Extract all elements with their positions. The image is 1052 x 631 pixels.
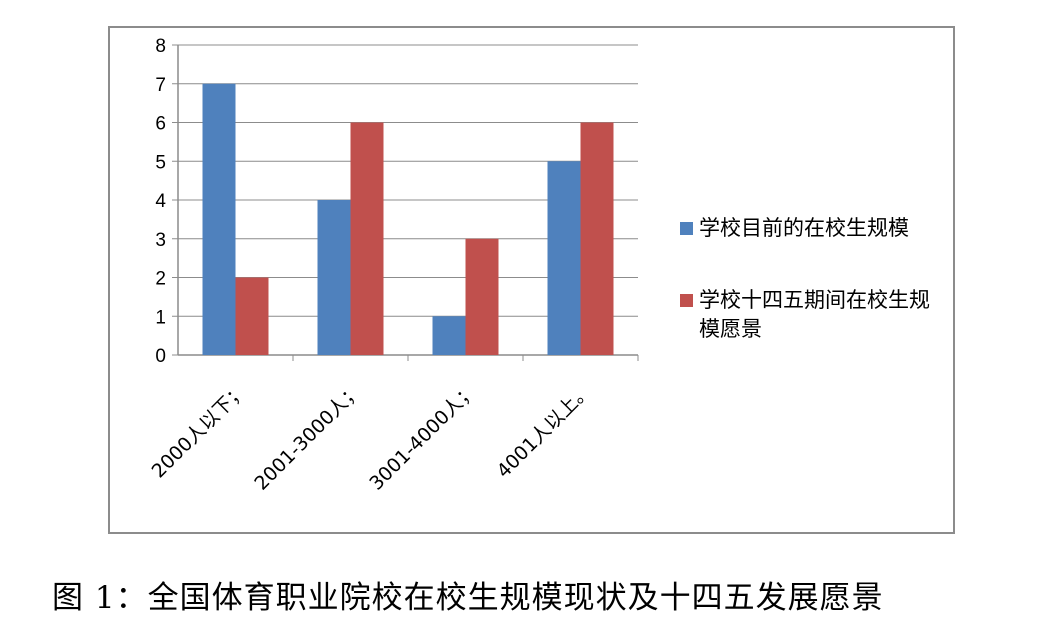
y-tick-label: 7 [155,75,166,96]
x-tick-label: 2001-3000人； [250,379,366,495]
bar [432,316,466,355]
legend-label-vision: 学校十四五期间在校生规模愿景 [699,288,930,341]
legend-swatch-vision [680,294,693,307]
x-tick-label: 2000人以下； [148,379,251,482]
y-tick-label: 1 [155,307,166,328]
x-tick-label: 3001-4000人； [365,379,481,495]
legend-item-vision: 学校十四五期间在校生规模愿景 [680,286,944,344]
legend-item-current: 学校目前的在校生规模 [680,214,944,243]
y-tick-label: 6 [155,114,166,135]
bar-chart: 0 1 2 3 4 5 6 7 8 2000人以下； 2001-3000人； 3001-4000人； 4… [148,36,639,495]
bar [580,122,614,355]
legend-swatch-current [680,222,693,235]
bar [317,200,351,355]
chart-frame: 0 1 2 3 4 5 6 7 8 2000人以下； 2001-3000人； 3001-4000人； 4… [108,26,955,534]
y-tick-label: 5 [155,152,166,173]
y-tick-label: 0 [155,346,166,367]
bar [235,277,269,355]
y-tick-label: 4 [155,191,166,212]
y-tick-label: 3 [155,230,166,251]
legend-label-current: 学校目前的在校生规模 [699,216,909,240]
bar [350,122,384,355]
bar [202,83,236,355]
figure-caption: 图 1：全国体育职业院校在校生规模现状及十四五发展愿景 [52,580,884,616]
bar [465,238,499,355]
y-tick-label: 8 [155,36,166,57]
bar [547,161,581,355]
x-tick-label: 4001人以上。 [493,379,596,482]
y-tick-label: 2 [155,269,166,290]
